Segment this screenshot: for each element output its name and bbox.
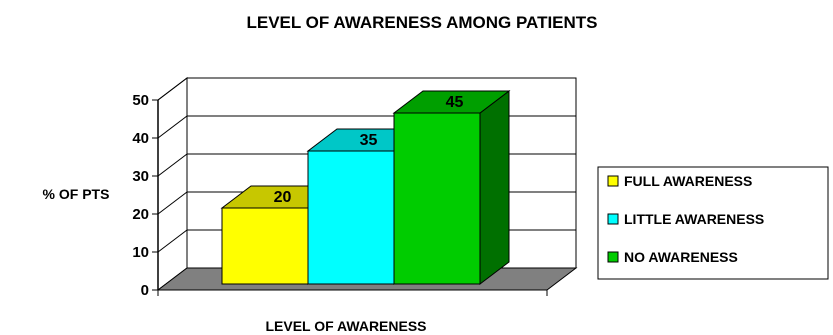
gridline-side xyxy=(157,115,188,139)
legend-label: LITTLE AWARENESS xyxy=(624,211,764,227)
gridline-side xyxy=(157,77,188,101)
side-wall xyxy=(157,76,188,292)
bar-side xyxy=(479,89,510,286)
legend-item: FULL AWARENESS xyxy=(607,173,752,189)
legend-swatch xyxy=(607,213,619,225)
bar-front xyxy=(221,207,309,285)
legend: FULL AWARENESS LITTLE AWARENESS NO AWARENE… xyxy=(597,166,829,280)
bar-no-awareness xyxy=(392,89,511,286)
legend-box xyxy=(597,166,829,280)
y-axis-label: % OF PTS xyxy=(43,186,110,202)
chart-title: LEVEL OF AWARENESS AMONG PATIENTS xyxy=(246,13,597,32)
gridline-side xyxy=(157,191,188,215)
y-tick-label: 20 xyxy=(132,206,149,223)
legend-label: NO AWARENESS xyxy=(624,249,738,265)
bar-front xyxy=(307,150,395,285)
y-tick-label: 40 xyxy=(132,130,149,147)
y-tick-label: 10 xyxy=(132,244,149,261)
legend-item: NO AWARENESS xyxy=(607,249,738,265)
legend-swatch xyxy=(607,251,619,263)
legend-item: LITTLE AWARENESS xyxy=(607,211,764,227)
x-axis-label: LEVEL OF AWARENESS xyxy=(265,318,426,334)
data-label: 20 xyxy=(274,189,292,206)
data-label: 35 xyxy=(360,132,378,149)
data-label: 45 xyxy=(446,94,464,111)
plot-area: 0 10 20 30 40 50 20 35 45 xyxy=(132,76,578,299)
y-tick-label: 0 xyxy=(141,282,149,299)
gridline-side xyxy=(157,229,188,253)
gridline-side xyxy=(157,153,188,177)
bar-front xyxy=(393,112,481,285)
y-tick-label: 50 xyxy=(132,92,149,109)
legend-label: FULL AWARENESS xyxy=(624,173,752,189)
y-tick-label: 30 xyxy=(132,168,149,185)
legend-swatch xyxy=(607,175,619,187)
